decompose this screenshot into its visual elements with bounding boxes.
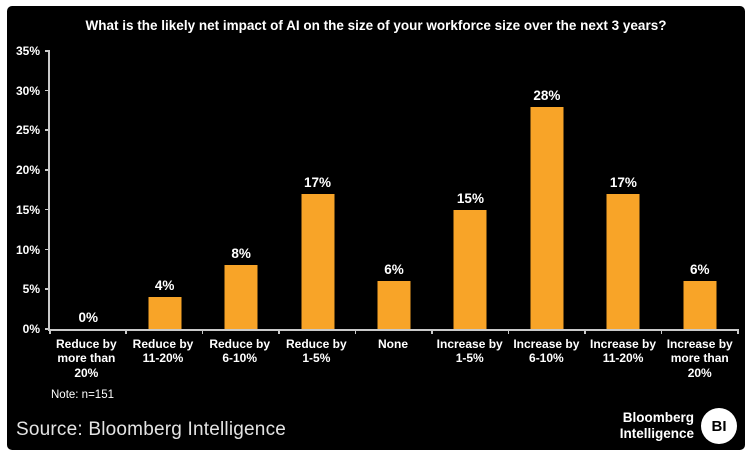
x-tick-mark <box>584 329 586 334</box>
category-label: Reduce by 11-20% <box>132 337 194 366</box>
bar <box>148 297 182 329</box>
y-tick-mark <box>45 208 50 211</box>
x-tick-mark <box>507 329 510 334</box>
chart-panel: What is the likely net impact of AI on t… <box>7 6 745 450</box>
y-tick-mark <box>45 288 50 290</box>
y-tick-mark <box>45 50 50 52</box>
logo-line1: Bloomberg <box>622 410 694 426</box>
y-tick-mark <box>45 129 50 131</box>
plot-area: 0% 5% 10% 15% 20% 25% 30% 35% 0% 4% 8% 17% 6% 15% 28%… <box>16 44 739 336</box>
x-axis-category-labels: Reduce by more than 20% Reduce by 11-20% R… <box>48 337 738 380</box>
bar-value-label: 17% <box>609 174 637 190</box>
x-tick-mark <box>660 329 663 334</box>
bar-cell: 0% <box>50 51 126 329</box>
bar-cell: 6% <box>662 51 738 329</box>
bar-value-label: 15% <box>456 190 484 206</box>
y-tick-label: 15% <box>15 202 40 217</box>
y-tick-mark <box>45 328 50 330</box>
y-tick-mark <box>45 248 50 251</box>
category-label: Increase by 11-20% <box>590 337 657 366</box>
x-tick-mark <box>737 329 739 334</box>
bar-cell: 17% <box>585 51 661 329</box>
y-tick-mark <box>45 169 50 171</box>
x-tick-mark <box>431 329 433 334</box>
x-tick-mark <box>201 329 204 334</box>
bar-cell: 6% <box>356 51 432 329</box>
bar <box>530 106 564 329</box>
bar-cell: 8% <box>203 51 279 329</box>
bar <box>301 193 335 329</box>
category-label: Reduce by more than 20% <box>55 337 117 380</box>
x-tick-mark <box>354 329 357 334</box>
bar-value-label: 8% <box>231 246 251 262</box>
y-tick-label: 35% <box>15 44 40 58</box>
bi-badge-icon: BI <box>701 408 737 444</box>
logo-wordmark: Bloomberg Intelligence <box>620 410 694 441</box>
bloomberg-intelligence-logo: Bloomberg Intelligence BI <box>620 408 737 444</box>
x-tick-mark <box>49 329 51 334</box>
bar-cell: 17% <box>279 51 355 329</box>
footnote: Note: n=151 <box>51 389 114 401</box>
bar-value-label: 28% <box>533 87 561 103</box>
y-tick-label: 20% <box>15 163 40 178</box>
x-tick-mark <box>125 329 127 334</box>
bar <box>683 281 717 329</box>
bar-cell: 15% <box>432 51 508 329</box>
bar-cell: 28% <box>509 51 585 329</box>
bar <box>453 209 487 329</box>
category-label: Increase by 1-5% <box>436 337 503 366</box>
bar-cell: 4% <box>126 51 202 329</box>
category-label: None <box>378 337 409 351</box>
bar <box>224 265 258 329</box>
y-tick-label: 25% <box>15 123 40 138</box>
y-tick-label: 10% <box>15 242 40 257</box>
bar-value-label: 6% <box>690 262 710 278</box>
chart-title: What is the likely net impact of AI on t… <box>85 18 667 33</box>
bar-value-label: 17% <box>304 174 332 190</box>
category-label: Increase by 6-10% <box>513 337 580 366</box>
category-label: Reduce by 1-5% <box>286 337 347 366</box>
bar-value-label: 6% <box>384 262 404 278</box>
y-tick-mark <box>45 89 50 92</box>
x-tick-mark <box>278 329 280 334</box>
source-credit: Source: Bloomberg Intelligence <box>16 419 287 440</box>
y-tick-label: 5% <box>22 282 40 297</box>
logo-line2: Intelligence <box>619 426 694 441</box>
y-tick-label: 30% <box>15 83 40 98</box>
category-label: Reduce by 6-10% <box>209 337 271 366</box>
y-tick-label: 0% <box>22 322 40 336</box>
bar-value-label: 0% <box>78 310 98 325</box>
bar-value-label: 4% <box>154 278 175 294</box>
category-label: Increase by more than 20% <box>666 337 733 380</box>
bar <box>377 281 411 329</box>
bar <box>606 193 640 329</box>
